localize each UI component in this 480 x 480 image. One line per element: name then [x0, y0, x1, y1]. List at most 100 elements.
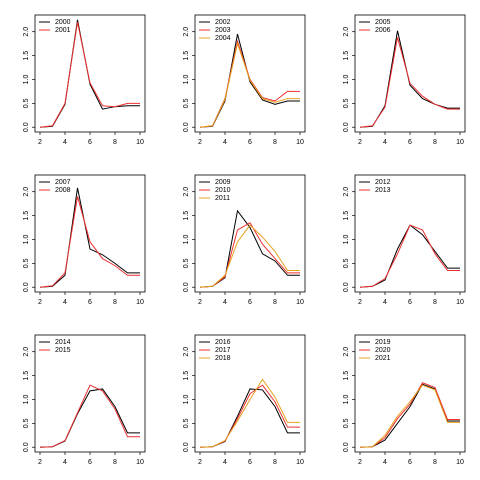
- y-tick-label: 0.0: [183, 122, 190, 132]
- x-tick-label: 4: [223, 459, 227, 466]
- x-tick-label: 6: [408, 299, 412, 306]
- x-tick-label: 6: [88, 299, 92, 306]
- x-tick-label: 2: [38, 459, 42, 466]
- plot-frame: [34, 174, 146, 293]
- y-tick-label: 0.0: [183, 282, 190, 292]
- legend-label: 2017: [215, 347, 231, 354]
- x-tick-label: 4: [383, 139, 387, 146]
- y-tick-label: 1.0: [183, 234, 190, 244]
- series-line: [39, 384, 140, 448]
- legend-label: 2019: [375, 339, 391, 346]
- series-line: [359, 224, 460, 288]
- x-tick-label: 4: [63, 459, 67, 466]
- y-tick-label: 2.0: [183, 27, 190, 37]
- plot-frame: [354, 14, 466, 133]
- legend-label: 2015: [55, 347, 71, 354]
- series-line: [199, 222, 300, 288]
- x-tick-label: 2: [198, 299, 202, 306]
- series-line: [199, 224, 300, 288]
- series-line: [199, 39, 300, 128]
- plot-frame: [194, 14, 306, 133]
- y-tick-label: 0.5: [183, 258, 190, 268]
- x-tick-label: 8: [433, 299, 437, 306]
- x-tick-label: 4: [383, 299, 387, 306]
- x-tick-label: 4: [383, 459, 387, 466]
- series-line: [199, 384, 300, 448]
- x-tick-label: 10: [296, 299, 304, 306]
- legend-label: 2003: [215, 27, 231, 34]
- y-tick-label: 0.0: [343, 442, 350, 452]
- x-tick-label: 8: [113, 459, 117, 466]
- plot-frame: [34, 14, 146, 133]
- x-tick-label: 6: [248, 139, 252, 146]
- y-tick-label: 2.0: [343, 187, 350, 197]
- y-tick-label: 0.5: [183, 418, 190, 428]
- y-tick-label: 2.0: [343, 347, 350, 357]
- y-tick-label: 0.5: [343, 418, 350, 428]
- y-tick-label: 0.0: [23, 122, 30, 132]
- legend-label: 2012: [375, 179, 391, 186]
- plot-frame: [354, 174, 466, 293]
- x-tick-label: 6: [248, 299, 252, 306]
- series-line: [199, 41, 300, 128]
- x-tick-label: 4: [63, 299, 67, 306]
- y-tick-label: 2.0: [23, 347, 30, 357]
- y-tick-label: 1.5: [343, 371, 350, 381]
- legend-label: 2013: [375, 187, 391, 194]
- y-tick-label: 1.5: [23, 211, 30, 221]
- y-tick-label: 0.5: [183, 98, 190, 108]
- series-line: [39, 22, 140, 128]
- series-line: [359, 382, 460, 448]
- plot-frame: [194, 174, 306, 293]
- x-tick-label: 4: [63, 139, 67, 146]
- legend-label: 2014: [55, 339, 71, 346]
- legend-label: 2000: [55, 19, 71, 26]
- y-tick-label: 0.5: [343, 98, 350, 108]
- y-tick-label: 2.0: [23, 27, 30, 37]
- x-tick-label: 8: [113, 299, 117, 306]
- legend-label: 2011: [215, 195, 230, 202]
- y-tick-label: 1.0: [23, 234, 30, 244]
- legend-label: 2020: [375, 347, 391, 354]
- legend-label: 2016: [215, 339, 231, 346]
- x-tick-label: 10: [136, 139, 144, 146]
- x-tick-label: 8: [433, 459, 437, 466]
- x-tick-label: 2: [38, 139, 42, 146]
- legend-label: 2018: [215, 355, 231, 362]
- legend-label: 2001: [55, 27, 71, 34]
- x-tick-label: 6: [88, 459, 92, 466]
- legend-label: 2010: [215, 187, 231, 194]
- y-tick-label: 1.5: [343, 51, 350, 61]
- y-tick-label: 0.0: [23, 442, 30, 452]
- x-tick-label: 8: [433, 139, 437, 146]
- x-tick-label: 2: [198, 459, 202, 466]
- x-tick-label: 6: [408, 459, 412, 466]
- y-tick-label: 0.0: [183, 442, 190, 452]
- y-tick-label: 1.0: [183, 74, 190, 84]
- y-tick-label: 1.5: [183, 51, 190, 61]
- x-tick-label: 10: [136, 459, 144, 466]
- y-tick-label: 1.5: [183, 211, 190, 221]
- legend-label: 2021: [375, 355, 391, 362]
- y-tick-label: 0.5: [343, 258, 350, 268]
- x-tick-label: 6: [408, 139, 412, 146]
- y-tick-label: 0.0: [343, 122, 350, 132]
- x-tick-label: 2: [358, 459, 362, 466]
- x-tick-label: 10: [456, 299, 464, 306]
- legend-label: 2006: [375, 27, 391, 34]
- y-tick-label: 0.5: [23, 418, 30, 428]
- x-tick-label: 10: [136, 299, 144, 306]
- legend-label: 2002: [215, 19, 231, 26]
- series-line: [359, 37, 460, 128]
- plot-frame: [34, 334, 146, 453]
- plot-frame: [354, 334, 466, 453]
- x-tick-label: 8: [113, 139, 117, 146]
- y-tick-label: 1.0: [23, 394, 30, 404]
- series-line: [39, 19, 140, 128]
- y-tick-label: 1.0: [343, 74, 350, 84]
- y-tick-label: 1.5: [23, 371, 30, 381]
- y-tick-label: 1.0: [23, 74, 30, 84]
- y-tick-label: 0.5: [23, 258, 30, 268]
- x-tick-label: 2: [38, 299, 42, 306]
